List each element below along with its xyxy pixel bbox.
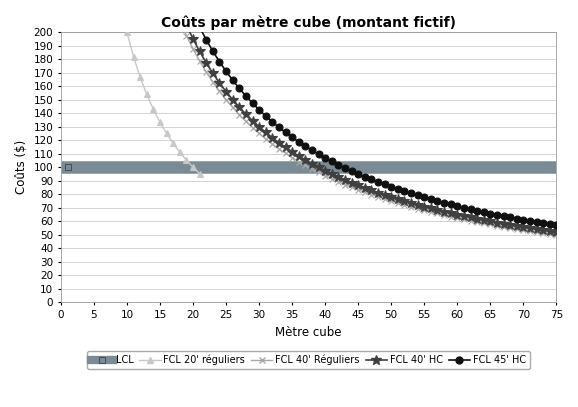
Y-axis label: Coûts ($): Coûts ($) bbox=[15, 140, 28, 195]
X-axis label: Mètre cube: Mètre cube bbox=[275, 326, 342, 339]
Title: Coûts par mètre cube (montant fictif): Coûts par mètre cube (montant fictif) bbox=[161, 15, 456, 29]
Legend: LCL, FCL 20' réguliers, FCL 40' Réguliers, FCL 40' HC, FCL 45' HC: LCL, FCL 20' réguliers, FCL 40' Régulier… bbox=[87, 350, 530, 369]
